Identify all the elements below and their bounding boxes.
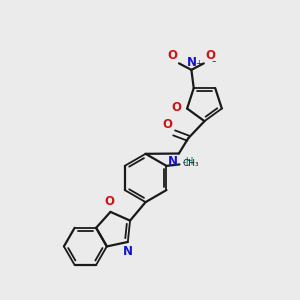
- Text: O: O: [167, 49, 177, 62]
- Text: O: O: [206, 49, 215, 62]
- Text: -: -: [212, 55, 216, 68]
- Text: N: N: [186, 56, 197, 69]
- Text: O: O: [172, 100, 182, 114]
- Text: N: N: [167, 155, 177, 168]
- Text: O: O: [104, 195, 114, 208]
- Text: O: O: [162, 118, 172, 130]
- Text: N: N: [123, 245, 133, 258]
- Text: -H: -H: [182, 157, 194, 167]
- Text: CH₃: CH₃: [182, 159, 199, 168]
- Text: +: +: [195, 59, 202, 68]
